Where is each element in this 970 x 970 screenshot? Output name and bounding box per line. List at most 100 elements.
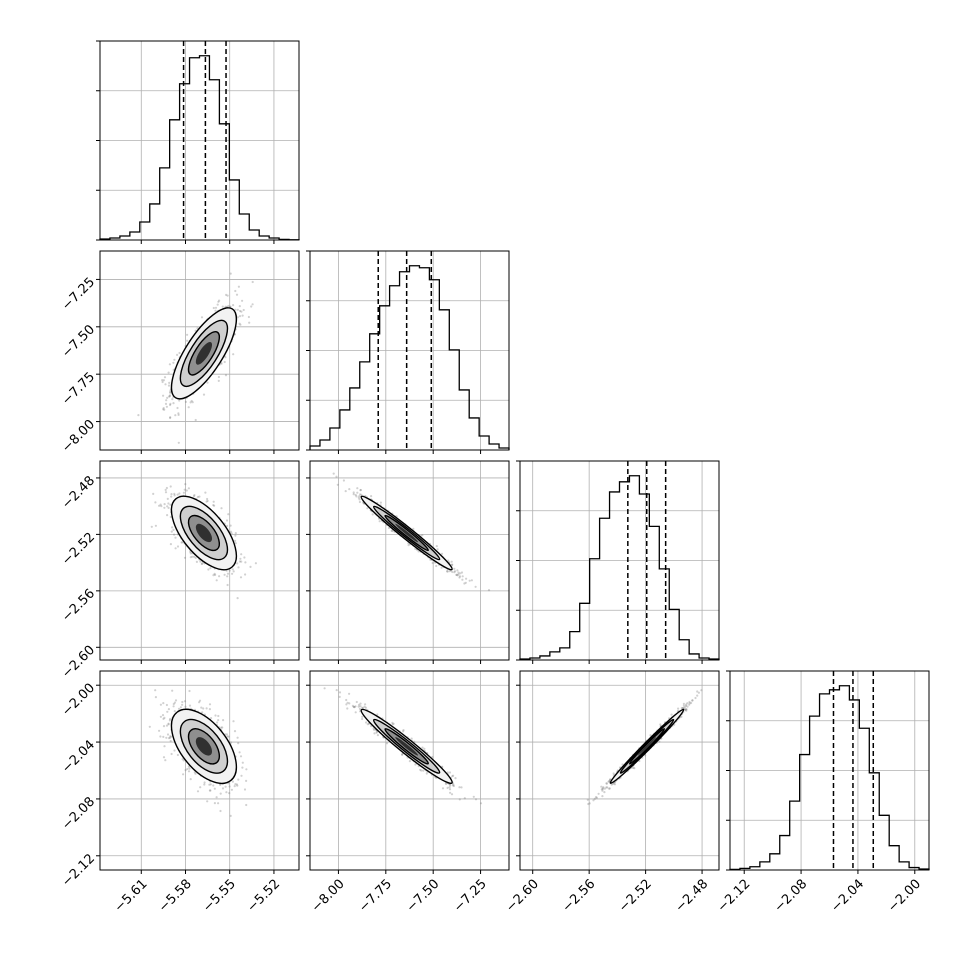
scatter-point [230, 741, 233, 744]
scatter-point [196, 790, 200, 793]
density-contours [170, 708, 238, 784]
scatter-point [359, 493, 362, 496]
scatter-point [218, 575, 221, 578]
scatter-point [225, 791, 228, 794]
scatter-point [352, 493, 355, 496]
scatter-point [356, 491, 359, 494]
scatter-point [358, 500, 361, 504]
scatter-point [167, 384, 171, 387]
scatter-point [470, 579, 473, 582]
scatter-point [189, 778, 192, 781]
scatter-point [214, 714, 217, 717]
scatter-point [208, 783, 211, 786]
scatter-point [159, 715, 162, 718]
scatter-point [392, 722, 395, 725]
scatter-point [173, 533, 176, 536]
scatter-point [239, 755, 243, 758]
scatter-point [200, 316, 204, 319]
scatter-point [248, 321, 251, 324]
scatter-point [440, 552, 444, 555]
scatter-point [166, 396, 169, 399]
scatter-point [170, 493, 173, 496]
scatter-point [408, 760, 411, 763]
scatter-point [200, 562, 203, 566]
scatter-point [422, 769, 425, 772]
scatter-point [181, 541, 184, 544]
scatter-point [376, 734, 379, 737]
scatter-point [233, 730, 237, 733]
scatter-point [420, 769, 423, 772]
scatter-point [414, 763, 417, 766]
scatter-point [332, 472, 335, 475]
scatter-point [163, 408, 166, 411]
scatter-point [163, 506, 166, 509]
scatter-point [356, 487, 359, 490]
histogram-step [519, 475, 720, 660]
scatter-point [448, 788, 452, 791]
scatter-point [358, 498, 361, 501]
scatter-point [379, 501, 382, 504]
scatter-point [359, 489, 362, 492]
scatter-point [463, 797, 466, 800]
hist-panel-0 [96, 40, 300, 244]
scatter-point [212, 500, 215, 503]
scatter-point [457, 573, 460, 576]
scatter-point [169, 402, 172, 405]
scatter-point [234, 534, 237, 537]
scatter-point [189, 556, 192, 559]
scatter-point [436, 548, 439, 551]
scatter-point [159, 503, 162, 506]
scatter-point [235, 783, 238, 786]
scatter-point [241, 314, 244, 317]
scatter-point [169, 735, 172, 738]
scatter-point [441, 787, 445, 790]
scatter-point [176, 353, 179, 356]
scatter-point [188, 704, 192, 707]
scatter-point [243, 788, 247, 791]
scatter-point [171, 398, 174, 401]
scatter-point [212, 784, 215, 787]
scatter-point [363, 705, 366, 708]
scatter-point [370, 495, 373, 498]
scatter-point [465, 577, 468, 580]
scatter-panel-3-0 [96, 670, 300, 874]
scatter-point [148, 725, 151, 728]
scatter-point [219, 792, 222, 795]
scatter-point [365, 721, 368, 724]
scatter-point [213, 787, 216, 790]
scatter-point [168, 719, 171, 722]
scatter-point [391, 529, 394, 533]
scatter-point [178, 492, 181, 495]
density-contours [170, 495, 238, 571]
scatter-point [457, 571, 460, 574]
scatter-point [219, 809, 222, 813]
contour-level [395, 523, 419, 543]
scatter-point [247, 315, 250, 319]
scatter-point [448, 771, 452, 774]
scatter-point [224, 374, 228, 377]
scatter-point [226, 524, 229, 528]
scatter-point [455, 573, 458, 577]
scatter-point [212, 306, 215, 310]
scatter-point [226, 735, 229, 738]
scatter-point [162, 756, 166, 759]
scatter-point [232, 570, 235, 573]
scatter-point [208, 708, 211, 711]
scatter-point [355, 495, 358, 498]
scatter-point [200, 706, 203, 709]
scatter-point [185, 489, 188, 492]
scatter-point [178, 399, 181, 402]
scatter-point [245, 803, 248, 807]
scatter-point [229, 530, 233, 533]
scatter-point [209, 789, 212, 792]
scatter-point [446, 786, 449, 790]
histogram-step [309, 265, 510, 450]
scatter-point [456, 569, 459, 572]
scatter-point [219, 783, 222, 786]
scatter-point [241, 299, 244, 302]
scatter-point [173, 492, 176, 495]
scatter-point [378, 520, 381, 523]
scatter-point [458, 786, 461, 789]
scatter-point [410, 737, 413, 740]
scatter-point [335, 475, 338, 478]
